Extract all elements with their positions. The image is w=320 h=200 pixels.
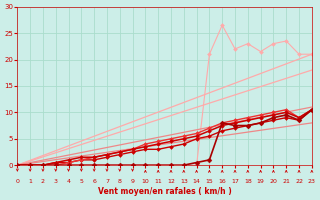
X-axis label: Vent moyen/en rafales ( km/h ): Vent moyen/en rafales ( km/h ) — [98, 187, 231, 196]
